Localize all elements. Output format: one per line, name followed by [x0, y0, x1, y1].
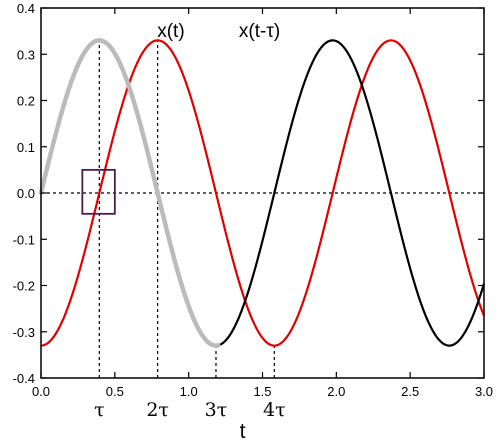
tau-label: 2τ	[146, 399, 169, 421]
series-lines	[38, 38, 486, 348]
series-label: x(t)	[157, 21, 184, 42]
tau-label: 4τ	[263, 399, 286, 421]
y-tick-label: -0.4	[13, 371, 35, 386]
series-label: x(t-τ)	[239, 21, 280, 42]
x-tick-label: 3.0	[475, 384, 493, 399]
x-tick-label: 1.5	[253, 384, 271, 399]
series-line-highlight	[38, 38, 221, 348]
x-tick-label: 2.0	[327, 384, 345, 399]
y-tick-label: 0.0	[17, 186, 35, 201]
y-tick-label: 0.4	[17, 1, 35, 16]
y-tick-label: -0.3	[13, 325, 35, 340]
y-tick-label: -0.1	[13, 232, 35, 247]
x-tick-label: 0.0	[32, 384, 50, 399]
y-tick-label: 0.1	[17, 140, 35, 155]
chart-text: t 0.0 0.5 1.0 1.5 2.0 2.5 3.00.40.30.20.10.0-0…	[13, 1, 493, 443]
y-tick-label: 0.2	[17, 94, 35, 109]
reference-lines	[41, 40, 484, 378]
y-tick-label: 0.3	[17, 47, 35, 62]
annotation-box	[81, 168, 116, 215]
series-line-x-t-minus-tau	[40, 39, 486, 347]
axis-ticks	[40, 7, 485, 379]
x-axis-label: t	[240, 420, 246, 443]
y-tick-label: -0.2	[13, 279, 35, 294]
annotations	[81, 168, 116, 215]
tau-label: τ	[94, 399, 105, 421]
x-tick-label: 1.0	[180, 384, 198, 399]
x-tick-label: 2.5	[401, 384, 419, 399]
tau-label: 3τ	[205, 399, 228, 421]
x-tick-label: 0.5	[106, 384, 124, 399]
